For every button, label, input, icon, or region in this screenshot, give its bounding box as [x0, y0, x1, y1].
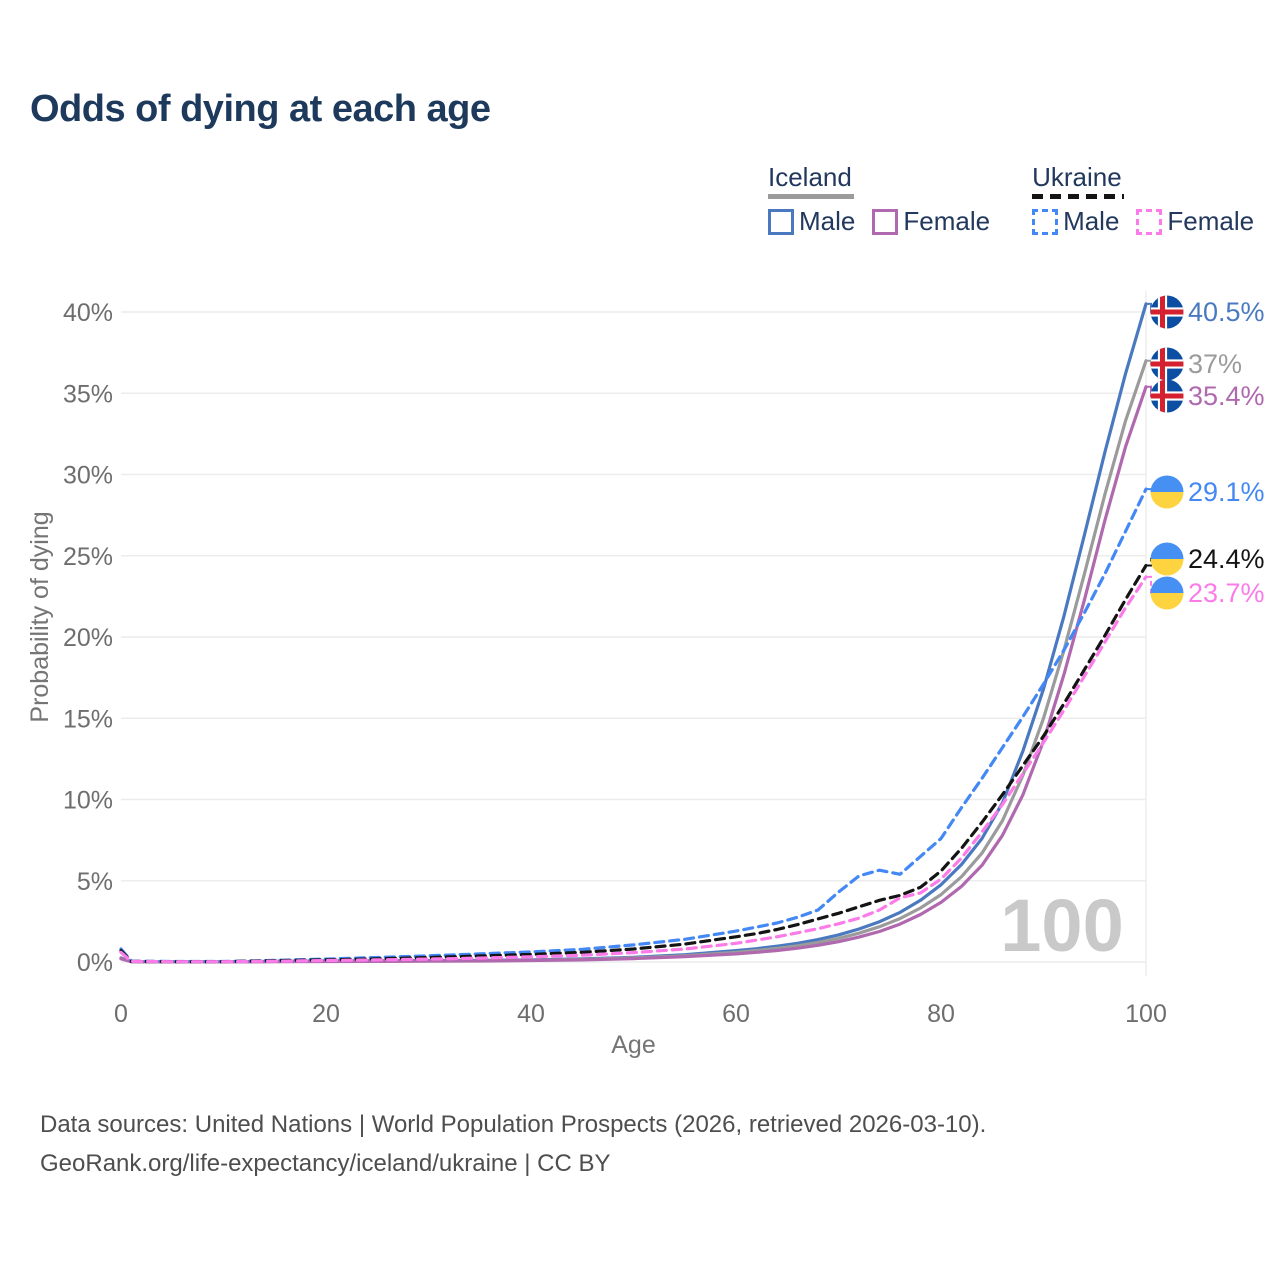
age-counter-watermark: 100 — [1000, 884, 1123, 967]
x-tick-label-20: 20 — [312, 1000, 340, 1028]
y-tick-label-0: 0% — [77, 949, 113, 977]
y-tick-label-5: 5% — [77, 868, 113, 896]
end-value-label-ukraine-all: 24.4% — [1188, 544, 1265, 574]
chart-title: Odds of dying at each age — [30, 88, 491, 130]
legend-country-label: Ukraine — [1032, 162, 1122, 192]
series-line-ukraine-female — [119, 575, 1148, 964]
legend-group-iceland: Iceland Male Female — [768, 162, 990, 237]
legend-group-ukraine: Ukraine Male Female — [1032, 162, 1254, 237]
ukraine-flag-icon — [1150, 542, 1184, 576]
end-value-label-iceland-male: 40.5% — [1188, 297, 1265, 327]
series-line-ukraine-male — [119, 487, 1148, 964]
legend-country-label: Iceland — [768, 162, 852, 192]
legend-line-style-sample — [1032, 194, 1125, 199]
legend-item-label: Male — [1063, 206, 1120, 236]
y-axis-title: Probability of dying — [26, 511, 54, 722]
legend-item-label: Male — [799, 206, 856, 236]
legend-swatch-icon — [1032, 208, 1059, 235]
legend-line-style-sample — [768, 194, 854, 199]
series-line-iceland-female — [119, 385, 1148, 964]
legend-item-label: Female — [1167, 206, 1255, 236]
source-footer: Data sources: United Nations | World Pop… — [40, 1105, 986, 1183]
x-tick-label-40: 40 — [517, 1000, 545, 1028]
iceland-flag-icon — [1150, 347, 1184, 381]
end-value-label-ukraine-female: 23.7% — [1188, 578, 1265, 608]
legend-item-label: Female — [903, 206, 991, 236]
legend-item-iceland-female: Female — [872, 206, 990, 237]
y-tick-label-30: 30% — [63, 462, 113, 490]
iceland-flag-icon — [1150, 379, 1184, 413]
series-line-iceland-male — [119, 302, 1148, 964]
x-tick-label-100: 100 — [1125, 1000, 1167, 1028]
y-tick-label-15: 15% — [63, 705, 113, 733]
x-tick-label-80: 80 — [927, 1000, 955, 1028]
end-label-connector-ukraine-female — [1147, 575, 1155, 594]
legend-swatch-icon — [872, 208, 899, 235]
y-tick-label-35: 35% — [63, 380, 113, 408]
x-tick-label-0: 0 — [114, 1000, 128, 1028]
legend-item-iceland-male: Male — [768, 206, 855, 237]
source-line: Data sources: United Nations | World Pop… — [40, 1111, 987, 1138]
y-tick-label-25: 25% — [63, 543, 113, 571]
legend-swatch-icon — [1136, 208, 1163, 235]
x-axis-title: Age — [611, 1031, 655, 1059]
legend-item-ukraine-female: Female — [1136, 206, 1254, 237]
legend-item-ukraine-male: Male — [1032, 206, 1119, 237]
end-value-label-iceland-female: 35.4% — [1188, 381, 1265, 411]
end-value-label-iceland-all: 37% — [1188, 349, 1242, 379]
series-line-iceland-all — [119, 359, 1148, 964]
y-tick-label-20: 20% — [63, 624, 113, 652]
ukraine-flag-icon — [1150, 475, 1184, 509]
legend-swatch-icon — [768, 208, 794, 235]
iceland-flag-icon — [1150, 295, 1184, 329]
y-tick-label-40: 40% — [63, 299, 113, 327]
source-url: GeoRank.org/life-expectancy/iceland/ukra… — [40, 1150, 611, 1177]
y-tick-label-10: 10% — [63, 787, 113, 815]
legend: Iceland Male Female Ukraine Male Female — [768, 162, 1254, 237]
ukraine-flag-icon — [1150, 576, 1184, 610]
end-value-label-ukraine-male: 29.1% — [1188, 477, 1265, 507]
x-tick-label-60: 60 — [722, 1000, 750, 1028]
